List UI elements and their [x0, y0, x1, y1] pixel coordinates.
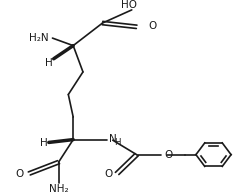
- Text: O: O: [149, 21, 157, 31]
- Text: NH₂: NH₂: [49, 184, 68, 194]
- Text: O: O: [15, 169, 24, 179]
- Text: HO: HO: [121, 0, 137, 10]
- Text: H: H: [114, 138, 121, 147]
- Text: O: O: [104, 169, 113, 179]
- Text: N: N: [109, 134, 117, 144]
- Text: H: H: [40, 138, 48, 148]
- Text: H: H: [45, 58, 53, 67]
- Text: H₂N: H₂N: [29, 33, 49, 43]
- Text: O: O: [165, 150, 173, 160]
